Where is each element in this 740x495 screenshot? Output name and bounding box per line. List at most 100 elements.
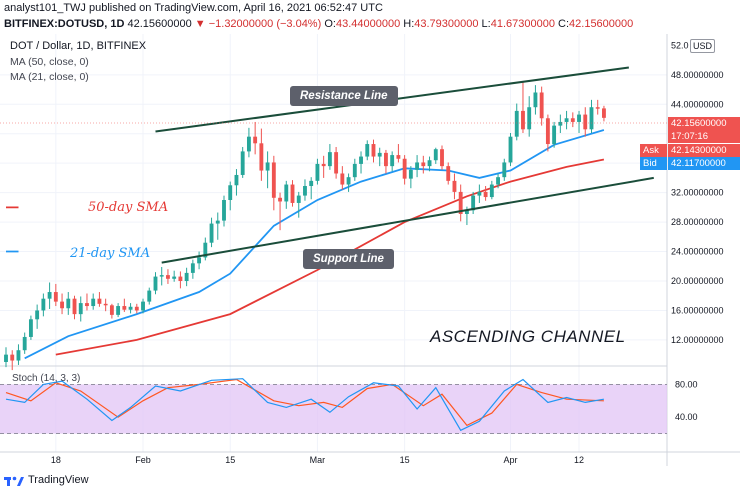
candle-body — [78, 303, 83, 315]
candle — [514, 103, 519, 141]
candle-body — [384, 152, 388, 167]
date-tick-label: Apr — [504, 455, 518, 465]
candle — [265, 151, 270, 189]
candle — [290, 180, 295, 207]
candle-body — [315, 163, 320, 181]
price-tick-label: 28.00000000 — [671, 217, 724, 227]
candle — [377, 147, 382, 167]
resistance-line-label: Resistance Line — [290, 86, 398, 106]
candle-body — [583, 114, 588, 130]
candle-body — [28, 319, 33, 337]
low-value: 41.67300000 — [490, 18, 555, 30]
candle — [408, 166, 413, 189]
candle-body — [290, 184, 295, 203]
candle-body — [589, 107, 594, 130]
candle — [489, 180, 494, 200]
candle — [352, 158, 357, 181]
last-price-tag: 42.15600000 — [668, 117, 740, 130]
candle — [564, 110, 569, 130]
candle — [228, 181, 233, 211]
candle — [153, 272, 158, 295]
price-chart[interactable]: 48.0000000044.0000000040.0000000036.0000… — [0, 34, 740, 466]
candle — [527, 96, 532, 137]
candle-body — [60, 301, 64, 309]
publish-line: analyst101_TWJ published on TradingView.… — [4, 2, 383, 14]
candle-body — [408, 169, 413, 179]
candle — [259, 128, 264, 181]
ascending-channel-label: ASCENDING CHANNEL — [430, 327, 626, 346]
candle-body — [415, 162, 420, 170]
candle — [371, 139, 376, 163]
candle-body — [477, 191, 482, 196]
candle — [166, 269, 170, 284]
open-label: O: — [324, 18, 336, 30]
candle-body — [602, 108, 606, 118]
candle — [122, 298, 127, 312]
candle-body — [514, 110, 519, 137]
candle-body — [327, 152, 332, 167]
candle — [508, 132, 513, 167]
candle — [209, 217, 214, 248]
footer[interactable]: TradingView — [4, 474, 89, 486]
candle — [402, 155, 407, 185]
candle-body — [521, 110, 525, 130]
candle-body — [421, 162, 426, 167]
candle-body — [134, 306, 139, 311]
candle — [309, 177, 314, 200]
candle — [159, 267, 164, 286]
candle-body — [377, 152, 382, 157]
down-arrow-icon: ▼ — [194, 18, 206, 30]
candle — [327, 144, 332, 170]
candle-body — [570, 118, 575, 122]
candle — [433, 147, 438, 164]
low-label: L: — [481, 18, 491, 30]
candle — [47, 282, 52, 309]
candle-body — [595, 107, 600, 109]
candle — [359, 151, 363, 174]
candle-body — [483, 191, 488, 198]
candle — [458, 184, 463, 222]
candle-body — [159, 275, 164, 277]
candle-body — [446, 166, 451, 181]
candle-body — [278, 197, 282, 202]
candle — [570, 112, 575, 128]
candle-body — [296, 195, 301, 203]
candle-body — [440, 149, 444, 167]
currency-label[interactable]: USD — [690, 39, 716, 53]
candle — [365, 140, 370, 161]
candle — [134, 303, 139, 314]
candle-body — [334, 152, 339, 174]
price-tick-label: 48.00000000 — [671, 70, 724, 80]
candle — [589, 99, 594, 133]
candle — [234, 169, 239, 196]
candle — [539, 86, 544, 126]
high-value: 43.79300000 — [414, 18, 479, 30]
candle — [483, 186, 488, 201]
candle-body — [147, 290, 152, 302]
candle-body — [128, 306, 133, 310]
candle — [215, 212, 220, 240]
candle-body — [340, 173, 345, 185]
candle-body — [22, 336, 27, 351]
candle — [109, 303, 114, 319]
candle-body — [97, 298, 102, 304]
price-tick-label: 52.0 — [671, 40, 689, 50]
candle — [577, 110, 581, 133]
candle — [396, 144, 401, 163]
candle — [346, 173, 351, 192]
candle-body — [35, 310, 40, 320]
candle-body — [116, 306, 121, 315]
candle-body — [371, 144, 376, 157]
candle-body — [552, 125, 557, 145]
candle — [415, 155, 420, 178]
stoch-legend: Stoch (14, 3, 3) — [12, 373, 81, 384]
candle-body — [184, 272, 189, 281]
candle-body — [209, 223, 214, 243]
candle-body — [271, 162, 276, 198]
candle — [521, 82, 525, 133]
brand-label: TradingView — [28, 474, 89, 486]
candle — [583, 107, 588, 137]
price-tick-label: 20.00000000 — [671, 276, 724, 286]
stoch-k-line — [5, 378, 605, 432]
candle — [53, 283, 58, 307]
